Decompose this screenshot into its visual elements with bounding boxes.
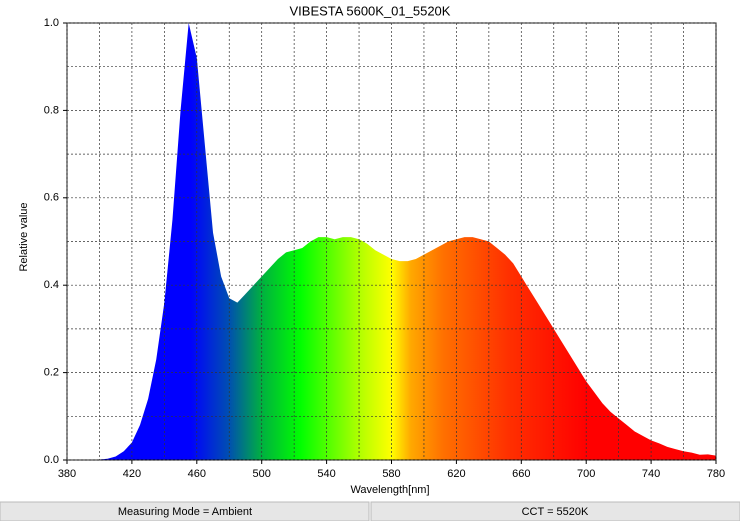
status-cell xyxy=(370,501,740,521)
plot-area xyxy=(67,23,716,460)
x-tick-label: 620 xyxy=(447,468,465,480)
x-tick-label: 380 xyxy=(58,468,76,480)
x-tick-label: 660 xyxy=(512,468,530,480)
y-tick-label: 0.8 xyxy=(44,104,59,116)
y-axis-label: Relative value xyxy=(18,202,30,271)
status-text: CCT = 5520K xyxy=(522,506,589,518)
chart-title: VIBESTA 5600K_01_5520K xyxy=(290,3,451,18)
status-cell xyxy=(0,501,370,521)
x-tick-label: 500 xyxy=(253,468,271,480)
y-tick-label: 1.0 xyxy=(44,17,59,29)
x-tick-label: 580 xyxy=(382,468,400,480)
x-tick-label: 700 xyxy=(577,468,595,480)
x-tick-label: 780 xyxy=(707,468,725,480)
y-tick-label: 0.4 xyxy=(44,279,59,291)
x-tick-label: 540 xyxy=(317,468,335,480)
y-tick-label: 0.6 xyxy=(44,192,59,204)
status-text: Measuring Mode = Ambient xyxy=(118,506,252,518)
x-axis-label: Wavelength[nm] xyxy=(350,484,429,496)
x-tick-label: 460 xyxy=(188,468,206,480)
spectrum-area xyxy=(67,23,716,460)
x-tick-label: 420 xyxy=(123,468,141,480)
y-tick-label: 0.2 xyxy=(44,367,59,379)
x-tick-label: 740 xyxy=(642,468,660,480)
y-tick-label: 0.0 xyxy=(44,454,59,466)
